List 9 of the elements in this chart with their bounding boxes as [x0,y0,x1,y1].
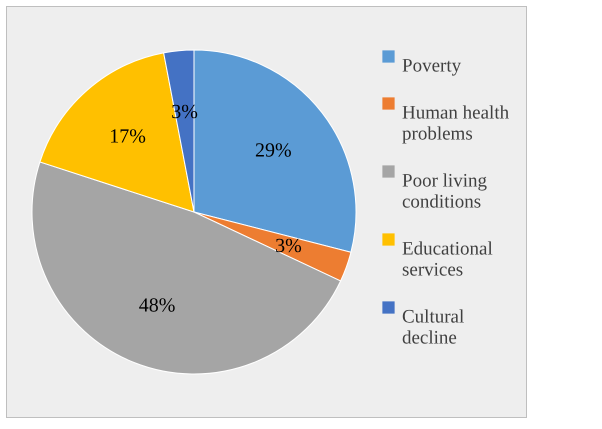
legend-label: Cultural decline [402,306,464,348]
legend-label: Poor living conditions [402,170,488,212]
data-label: 48% [138,294,176,316]
legend-label: Human health problems [402,102,510,144]
data-label: 3% [275,235,302,258]
data-label: 29% [255,139,292,162]
data-label: 17% [109,126,146,148]
legend-label: Educational services [402,238,493,280]
legend-label: Poverty [402,56,462,76]
